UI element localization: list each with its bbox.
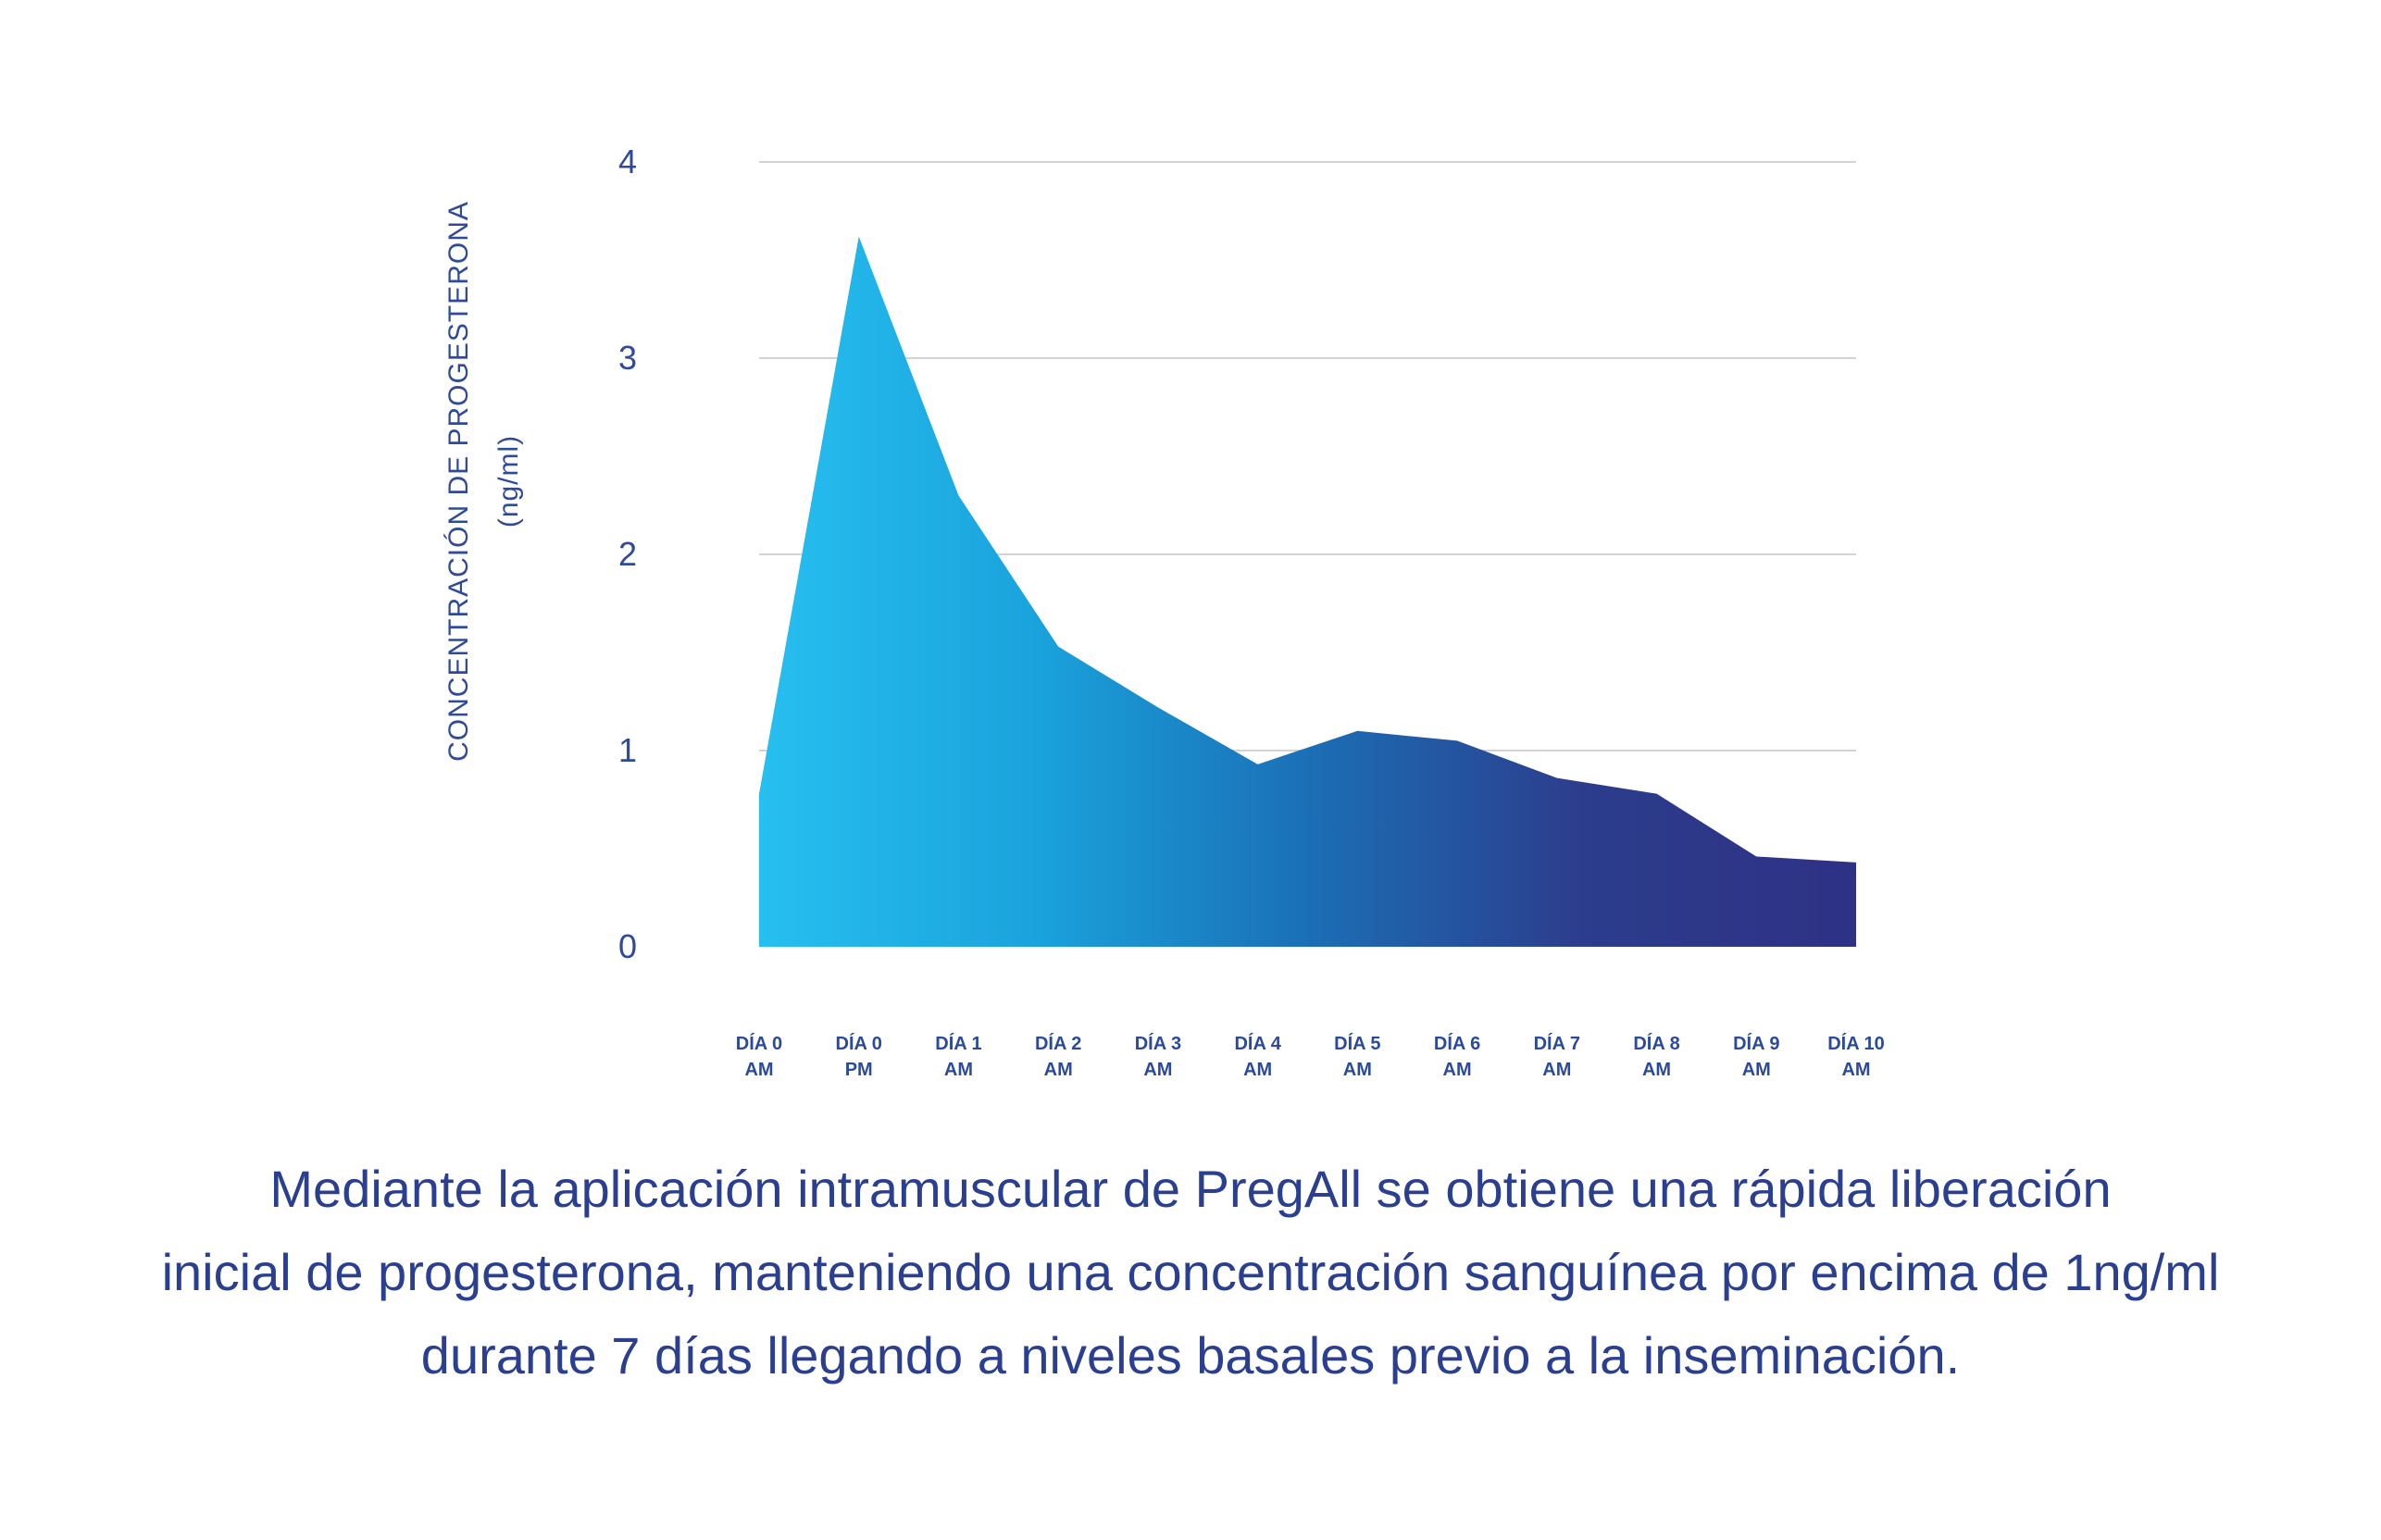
caption-line-1: Mediante la aplicación intramuscular de …: [269, 1160, 2112, 1218]
x-tick-label: DÍA 4 AM: [1234, 1033, 1281, 1080]
x-tick-label: DÍA 1 AM: [935, 1033, 981, 1080]
chart-caption: Mediante la aplicación intramuscular de …: [0, 1148, 2381, 1397]
x-tick-label: DÍA 8 AM: [1633, 1033, 1679, 1080]
y-tick-label: 4: [618, 143, 637, 180]
x-tick-label: DÍA 0 PM: [836, 1033, 882, 1080]
y-tick-label: 2: [618, 535, 637, 573]
y-axis-title-line2: (ng/ml): [493, 435, 524, 528]
x-tick-label: DÍA 2 AM: [1035, 1033, 1081, 1080]
x-tick-label: DÍA 0 AM: [736, 1033, 782, 1080]
y-axis-title: CONCENTRACIÓN DE PROGESTERONA (ng/ml): [443, 201, 524, 762]
x-tick-label: DÍA 5 AM: [1334, 1033, 1380, 1080]
x-tick-label: DÍA 10 AM: [1827, 1033, 1885, 1080]
y-tick-label: 3: [618, 339, 637, 377]
x-tick-label: DÍA 6 AM: [1434, 1033, 1480, 1080]
caption-line-3: durante 7 días llegando a niveles basale…: [420, 1326, 1961, 1385]
y-tick-label: 1: [618, 731, 637, 769]
x-tick-label: DÍA 9 AM: [1733, 1033, 1779, 1080]
y-tick-label: 0: [618, 927, 637, 965]
progesterone-area: [759, 236, 1856, 947]
caption-line-2: inicial de progesterona, manteniendo una…: [161, 1243, 2220, 1301]
x-tick-label: DÍA 7 AM: [1534, 1033, 1580, 1080]
y-axis-title-line1: CONCENTRACIÓN DE PROGESTERONA: [443, 201, 474, 762]
y-tick-labels: 0 1 2 3 4: [618, 143, 637, 965]
x-tick-labels: DÍA 0 AM DÍA 0 PM DÍA 1 AM DÍA 2 AM DÍA 3 AM DÍA 4…: [736, 1033, 1885, 1080]
x-tick-label: DÍA 3 AM: [1135, 1033, 1181, 1080]
